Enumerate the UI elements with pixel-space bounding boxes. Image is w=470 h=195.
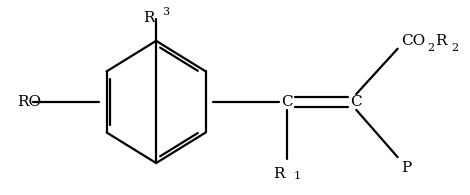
Text: P: P (401, 161, 412, 175)
Text: 2: 2 (451, 43, 458, 53)
Text: C: C (282, 95, 293, 109)
Text: 3: 3 (162, 7, 169, 17)
Text: C: C (351, 95, 362, 109)
Text: R: R (143, 11, 154, 25)
Text: R: R (435, 34, 446, 48)
Text: RO: RO (17, 95, 41, 109)
Text: 2: 2 (427, 43, 434, 53)
Text: R: R (273, 167, 284, 181)
Text: CO: CO (401, 34, 426, 48)
Text: 1: 1 (293, 171, 300, 181)
